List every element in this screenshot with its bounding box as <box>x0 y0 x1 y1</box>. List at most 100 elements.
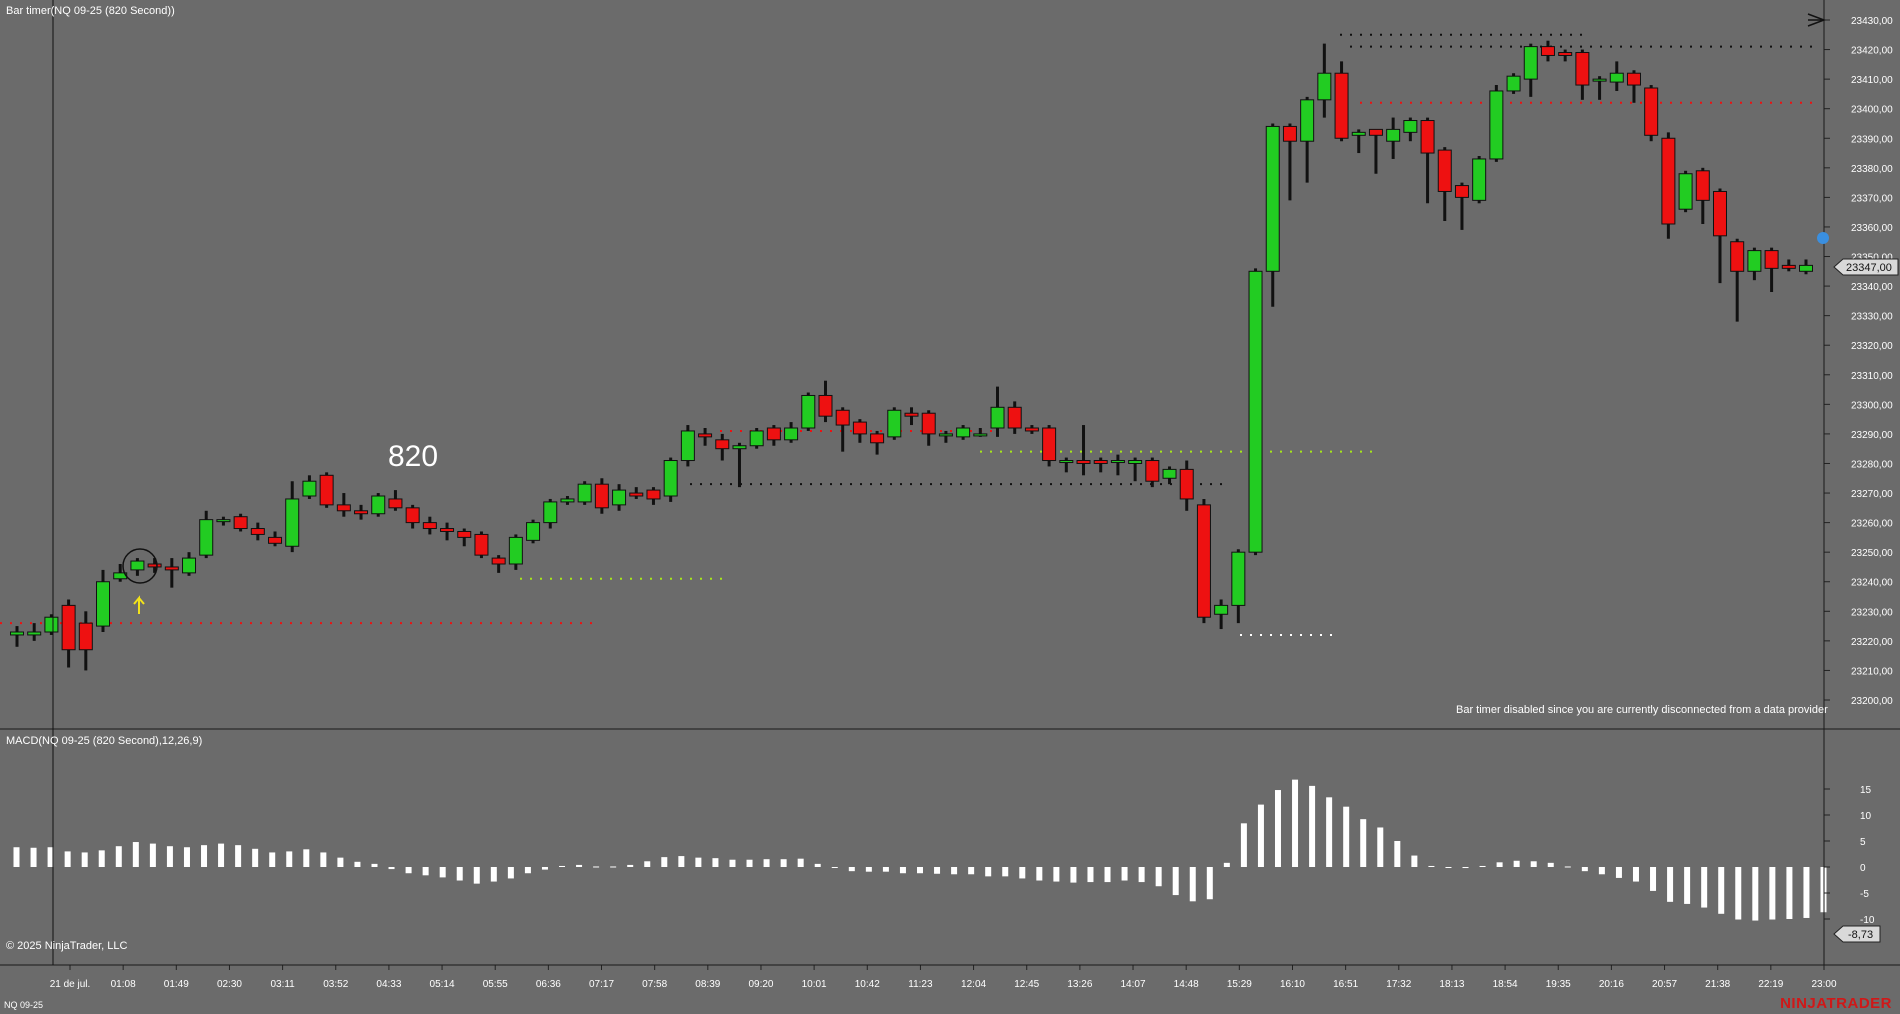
candle[interactable] <box>1179 460 1194 511</box>
candle[interactable] <box>78 611 93 671</box>
candle[interactable] <box>680 425 695 467</box>
candle[interactable] <box>1609 61 1624 91</box>
candle[interactable] <box>61 599 76 668</box>
price-axis[interactable]: 23430,00 23420,00 23410,00 23400,00 23390,00… <box>1824 16 1893 707</box>
candle[interactable] <box>784 422 799 443</box>
candle[interactable] <box>1059 457 1074 473</box>
candle[interactable] <box>1024 425 1039 434</box>
candle[interactable] <box>1145 457 1160 488</box>
candle[interactable] <box>1231 549 1246 624</box>
candle[interactable] <box>663 457 678 502</box>
candle[interactable] <box>1454 182 1469 230</box>
candle[interactable] <box>1007 401 1022 434</box>
candle[interactable] <box>474 531 489 559</box>
candle[interactable] <box>835 407 850 452</box>
candle[interactable] <box>422 516 437 535</box>
candle[interactable] <box>749 428 764 449</box>
candle[interactable] <box>1764 247 1779 292</box>
candle[interactable] <box>285 481 300 553</box>
candle[interactable] <box>1575 49 1590 100</box>
candle[interactable] <box>302 475 317 499</box>
candle[interactable] <box>1042 425 1057 467</box>
candle[interactable] <box>1214 599 1229 630</box>
candle[interactable] <box>1644 85 1659 142</box>
candle[interactable] <box>405 504 420 529</box>
candle[interactable] <box>1076 425 1091 476</box>
candle[interactable] <box>818 380 833 423</box>
candle[interactable] <box>1472 156 1487 204</box>
candle[interactable] <box>594 478 609 514</box>
candle[interactable] <box>1558 49 1573 62</box>
time-axis[interactable]: 21 de jul. 01:08 01:49 02:30 03:11 03:52 04:33… <box>50 965 1837 990</box>
candle[interactable] <box>508 534 523 570</box>
candle[interactable] <box>1661 132 1676 239</box>
candle[interactable] <box>1592 76 1607 100</box>
candle[interactable] <box>1128 457 1143 482</box>
candle[interactable] <box>715 433 730 461</box>
candle[interactable] <box>1678 170 1693 213</box>
candle[interactable] <box>1110 454 1125 476</box>
candle[interactable] <box>646 487 661 505</box>
candle[interactable] <box>147 558 162 573</box>
candle[interactable] <box>732 442 747 488</box>
candle[interactable] <box>319 472 334 508</box>
macd-axis[interactable]: 15 10 5 0 -5 -10 <box>1824 785 1875 926</box>
candle[interactable] <box>921 410 936 446</box>
candle[interactable] <box>698 428 713 446</box>
candle[interactable] <box>801 392 816 431</box>
candle[interactable] <box>1265 123 1280 307</box>
candle[interactable] <box>1248 268 1263 556</box>
candle[interactable] <box>1420 117 1435 204</box>
candle[interactable] <box>1626 70 1641 103</box>
candle[interactable] <box>990 386 1005 437</box>
candle[interactable] <box>956 425 971 440</box>
candle[interactable] <box>1196 498 1211 624</box>
candle[interactable] <box>904 407 919 426</box>
candle[interactable] <box>543 498 558 529</box>
candlestick-series[interactable] <box>10 40 1813 671</box>
candle[interactable] <box>766 425 781 446</box>
candle[interactable] <box>44 614 59 635</box>
candle[interactable] <box>440 522 455 541</box>
candle[interactable] <box>1282 123 1297 201</box>
candle[interactable] <box>1540 40 1555 62</box>
candle[interactable] <box>216 516 231 526</box>
candle[interactable] <box>1351 129 1366 154</box>
candle[interactable] <box>1781 259 1796 272</box>
candle[interactable] <box>938 430 953 443</box>
candle[interactable] <box>1730 238 1745 322</box>
candle[interactable] <box>10 626 24 647</box>
candle[interactable] <box>577 481 592 505</box>
candle[interactable] <box>96 569 111 632</box>
candle[interactable] <box>1523 43 1538 97</box>
candle[interactable] <box>371 493 386 517</box>
candle[interactable] <box>1093 457 1108 473</box>
candle[interactable] <box>268 531 283 547</box>
candle[interactable] <box>560 496 575 505</box>
candle[interactable] <box>612 484 627 511</box>
candle[interactable] <box>182 552 197 576</box>
candle[interactable] <box>130 558 145 576</box>
candle[interactable] <box>852 419 867 443</box>
candle[interactable] <box>1300 96 1315 183</box>
candle[interactable] <box>1489 85 1504 162</box>
candle[interactable] <box>354 504 369 520</box>
candle[interactable] <box>388 490 403 511</box>
candle[interactable] <box>1162 466 1177 485</box>
instrument-tab[interactable]: NQ 09-25 <box>4 1000 44 1010</box>
candle[interactable] <box>1334 61 1349 142</box>
candle[interactable] <box>887 407 902 440</box>
candle[interactable] <box>1747 247 1762 281</box>
macd-histogram[interactable] <box>13 779 1827 921</box>
candle[interactable] <box>1712 188 1727 284</box>
candle[interactable] <box>1695 167 1710 224</box>
candle[interactable] <box>1437 147 1452 222</box>
candle[interactable] <box>870 430 885 455</box>
candle[interactable] <box>164 558 179 588</box>
candle[interactable] <box>1317 43 1332 118</box>
candle[interactable] <box>1386 117 1401 159</box>
candle[interactable] <box>1506 73 1521 94</box>
candle[interactable] <box>1403 117 1418 142</box>
candle[interactable] <box>1368 128 1383 174</box>
